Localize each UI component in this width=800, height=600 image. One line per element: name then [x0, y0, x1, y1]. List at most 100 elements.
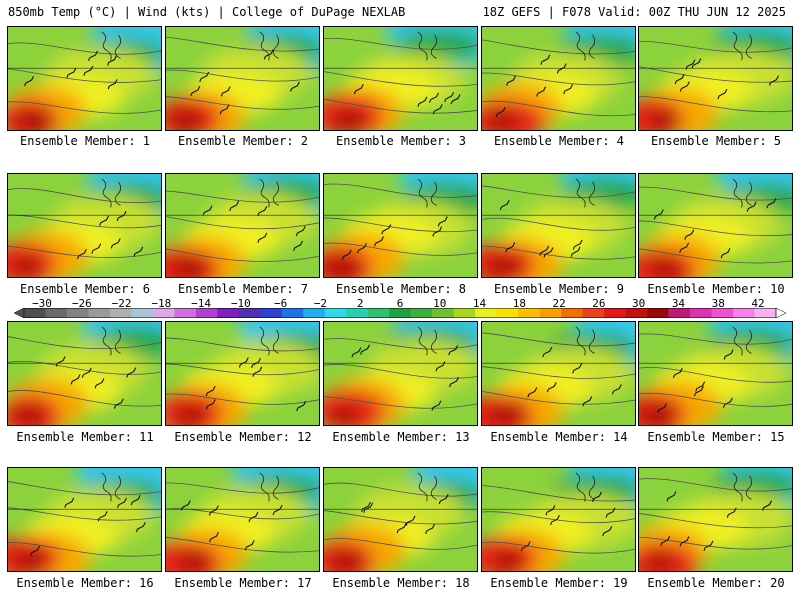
map-title: 850mb Temp (°C) | Wind (kts) | College o… — [8, 5, 406, 19]
colorbar-swatch — [668, 308, 691, 318]
colorbar-swatch — [217, 308, 240, 318]
temperature-field — [8, 174, 161, 277]
colorbar-swatch — [238, 308, 261, 318]
colorbar-swatch — [66, 308, 89, 318]
panel-caption: Ensemble Member: 2 — [177, 134, 309, 148]
colorbar-tick-label: −6 — [274, 297, 288, 310]
ensemble-member-map — [323, 321, 478, 426]
colorbar-swatch — [389, 308, 412, 318]
ensemble-member-map — [7, 173, 162, 278]
colorbar-tick-label: 6 — [396, 297, 404, 310]
ensemble-member-map — [165, 173, 320, 278]
temperature-field — [639, 468, 792, 571]
temperature-field — [639, 174, 792, 277]
temperature-colorbar — [14, 308, 786, 318]
colorbar-swatch — [410, 308, 433, 318]
colorbar-tick-label: 42 — [751, 297, 765, 310]
ensemble-member-map — [7, 467, 162, 572]
colorbar-tick-label: 10 — [433, 297, 447, 310]
panel-caption: Ensemble Member: 14 — [490, 430, 628, 444]
panel-caption: Ensemble Member: 1 — [19, 134, 151, 148]
colorbar-swatch — [475, 308, 497, 318]
colorbar-swatch — [109, 308, 132, 318]
temperature-field — [166, 27, 319, 130]
panel-caption: Ensemble Member: 8 — [335, 282, 467, 296]
ensemble-member-map — [165, 467, 320, 572]
panel-caption: Ensemble Member: 19 — [490, 576, 628, 590]
colorbar-swatch — [195, 308, 218, 318]
colorbar-tick-label: 14 — [472, 297, 487, 310]
colorbar-swatch — [174, 308, 197, 318]
temperature-field — [324, 322, 477, 425]
colorbar-high-arrow — [775, 308, 786, 318]
colorbar-swatch — [281, 308, 304, 318]
temperature-field — [166, 322, 319, 425]
colorbar-swatch — [604, 308, 626, 318]
model-run-label: 18Z GEFS | F078 Valid: 00Z THU JUN 12 20… — [482, 5, 786, 19]
colorbar-swatch — [690, 308, 712, 318]
ensemble-member-map — [481, 467, 636, 572]
panel-caption: Ensemble Member: 20 — [647, 576, 785, 590]
temperature-field — [482, 322, 635, 425]
panel-caption: Ensemble Member: 6 — [19, 282, 151, 296]
colorbar-swatch — [152, 308, 175, 318]
panel-caption: Ensemble Member: 15 — [647, 430, 785, 444]
colorbar-swatch — [367, 308, 390, 318]
colorbar-tick-label: 2 — [356, 297, 364, 310]
colorbar-tick-label: −2 — [313, 297, 328, 310]
colorbar-tick-label: −22 — [111, 297, 132, 310]
colorbar-swatch — [625, 308, 648, 318]
colorbar-swatch — [647, 308, 669, 318]
colorbar-swatch — [582, 308, 605, 318]
temperature-field — [482, 174, 635, 277]
colorbar-tick-label: −26 — [71, 297, 92, 310]
colorbar-tick-label: −14 — [191, 297, 212, 310]
ensemble-member-map — [165, 321, 320, 426]
colorbar-swatch — [733, 308, 755, 318]
colorbar-tick-label: 22 — [552, 297, 566, 310]
panel-caption: Ensemble Member: 4 — [493, 134, 625, 148]
ensemble-member-map — [165, 26, 320, 131]
colorbar-tick-label: 26 — [592, 297, 606, 310]
colorbar-swatch — [432, 308, 455, 318]
panel-caption: Ensemble Member: 3 — [335, 134, 467, 148]
temperature-field — [324, 27, 477, 130]
temperature-field — [324, 174, 477, 277]
colorbar-swatch — [539, 308, 562, 318]
colorbar-swatch — [754, 308, 777, 318]
temperature-field — [482, 27, 635, 130]
ensemble-member-map — [7, 321, 162, 426]
ensemble-member-map — [481, 173, 636, 278]
panel-caption: Ensemble Member: 10 — [647, 282, 785, 296]
ensemble-member-map — [638, 467, 793, 572]
ensemble-member-map — [323, 467, 478, 572]
temperature-field — [324, 468, 477, 571]
temperature-field — [166, 468, 319, 571]
temperature-field — [8, 27, 161, 130]
colorbar-tick-label: 18 — [512, 297, 526, 310]
colorbar-swatch — [324, 308, 347, 318]
colorbar-swatch — [131, 308, 154, 318]
colorbar-tick-label: 30 — [632, 297, 646, 310]
colorbar-swatch — [24, 308, 46, 318]
panel-caption: Ensemble Member: 16 — [16, 576, 154, 590]
panel-caption: Ensemble Member: 11 — [16, 430, 154, 444]
colorbar-swatch — [561, 308, 583, 318]
ensemble-member-map — [7, 26, 162, 131]
colorbar-swatch — [88, 308, 111, 318]
temperature-field — [639, 27, 792, 130]
colorbar-tick-label: 38 — [711, 297, 725, 310]
temperature-field — [482, 468, 635, 571]
colorbar-tick-label: 34 — [671, 297, 686, 310]
ensemble-member-map — [481, 321, 636, 426]
ensemble-member-map — [638, 173, 793, 278]
panel-caption: Ensemble Member: 9 — [493, 282, 625, 296]
panel-caption: Ensemble Member: 5 — [650, 134, 782, 148]
colorbar-low-arrow — [14, 308, 25, 318]
colorbar-swatch — [711, 308, 734, 318]
colorbar-swatch — [45, 308, 68, 318]
colorbar-swatch — [260, 308, 283, 318]
temperature-field — [639, 322, 792, 425]
colorbar-swatch — [518, 308, 540, 318]
ensemble-member-map — [638, 321, 793, 426]
